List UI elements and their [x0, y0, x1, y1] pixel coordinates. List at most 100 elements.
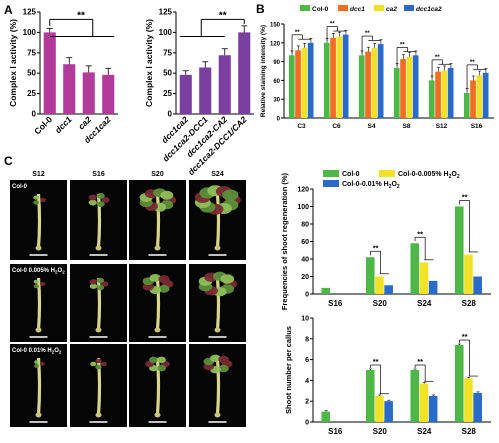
photo-leaf-1-2-1: [158, 285, 170, 293]
photo-leaf-1-1-0: [101, 281, 109, 287]
b-bar-1-1: [330, 37, 336, 118]
a1-ytick-label-4: 100: [23, 28, 37, 37]
photo-base-1-1: [95, 327, 102, 333]
photo-stem-0-1: [96, 193, 102, 249]
b-bar-2-0: [358, 55, 365, 118]
photo-leaf-1-1-3: [89, 279, 98, 285]
b-bar-0-1: [295, 50, 301, 118]
photo-col-label-0: S12: [32, 171, 45, 178]
c1-ytick-label-3: 60: [301, 239, 309, 246]
c-legend-label-2: Col-0-0.01% H2O2: [342, 181, 400, 190]
photo-leaf-2-2-1: [156, 365, 166, 372]
photo-leaf-1-1-1: [96, 284, 105, 291]
c2-sig-label-1: **: [373, 357, 379, 366]
a2-ytick-label-1: 25: [163, 89, 172, 98]
photo-leaf-0-1-3: [88, 194, 97, 201]
b-legend-swatch-3: [404, 5, 414, 11]
panel-letter-b: B: [256, 2, 265, 16]
c2-bar-2-0: [410, 370, 420, 422]
b-legend-label-3: dcc1ca2: [416, 6, 442, 13]
b-sig-label-3: **: [400, 42, 405, 48]
photo-base-2-0: [35, 412, 42, 418]
photo-leaf-1-2-5: [149, 273, 161, 282]
a1-bar-0: [43, 32, 56, 114]
photo-stem-1-2: [155, 277, 161, 331]
c2-bar-3-2: [473, 392, 482, 422]
c2-ytick-label-4: 8: [305, 336, 309, 343]
b-bar-1-2: [336, 36, 343, 118]
photo-leaf-2-3-3: [203, 362, 215, 371]
photo-leaf-1-2-6: [158, 275, 170, 283]
b-ytick-label-0: 0: [277, 117, 281, 123]
photo-col-label-1: S16: [92, 171, 105, 178]
b-legend-label-2: ca2: [386, 6, 397, 13]
photo-base-2-2: [154, 412, 161, 418]
b-sig-label-0: **: [295, 30, 300, 36]
b-bar-3-3: [412, 55, 419, 118]
b-xlabel-2: S4: [368, 123, 376, 130]
c2-ylabel: Shoot number per callus: [284, 326, 293, 414]
photo-leaf-1-0-0: [39, 282, 46, 286]
photo-leaf-0-0-0: [40, 197, 46, 203]
photo-leaf-0-0-1: [33, 200, 40, 205]
photo-leaf-2-2-5: [156, 356, 166, 363]
b-ylabel: Relative staining intensity (%): [260, 25, 267, 117]
c2-bar-1-1: [375, 396, 384, 422]
b-sig-label-2: **: [365, 31, 370, 37]
photo-leaf-0-1-2: [88, 199, 97, 206]
b-sig-label-4: **: [435, 55, 440, 61]
plant-photo-grid: S12 S16 S20 S24 Col-0 Col-0 0.005% H2O2 Col-0 …: [10, 171, 246, 427]
photo-row-label-0: Col-0: [12, 184, 28, 190]
photo-leaf-2-2-4: [149, 356, 159, 363]
c-legend-swatch-0: [323, 170, 339, 177]
b-bar-5-2: [476, 75, 483, 118]
c1-ytick-label-2: 40: [301, 257, 309, 264]
c1-bar-3-0: [454, 206, 464, 294]
b-legend-swatch-1: [338, 5, 348, 11]
b-bar-2-2: [371, 47, 378, 118]
c1-bar-3-2: [473, 276, 482, 294]
b-bar-4-1: [435, 71, 441, 118]
photo-base-2-1: [95, 412, 102, 418]
b-xlabel-0: C3: [297, 123, 306, 130]
c2-bar-0-0: [321, 411, 331, 422]
c1-bar-1-0: [365, 257, 375, 294]
photo-row-label-2: Col-0 0.01% H2O2: [12, 348, 62, 355]
a1-ylabel: Complex I activity (%): [8, 19, 18, 107]
photo-leaf-0-1-4: [96, 192, 105, 199]
photo-leaf-0-3-10: [222, 189, 239, 201]
c1-sig-label-3: **: [462, 193, 468, 202]
c1-ytick-label-0: 0: [305, 292, 309, 299]
b-bar-3-2: [406, 56, 413, 118]
c2-xlabel-2: S24: [417, 427, 432, 436]
photo-leaf-0-1-0: [101, 197, 110, 203]
b-bar-4-2: [441, 70, 448, 118]
photo-leaf-2-0-0: [39, 362, 45, 366]
photo-stem-0-3: [215, 193, 221, 249]
c-legend-swatch-1: [379, 170, 395, 177]
photo-leaf-2-3-1: [218, 364, 229, 373]
photo-leaf-2-1-3: [95, 358, 102, 364]
photo-stem-0-2: [155, 193, 161, 249]
c1-ytick-label-1: 20: [301, 274, 309, 281]
photo-leaf-0-1-1: [96, 201, 105, 208]
c2-bar-2-1: [419, 383, 429, 422]
a2-ylabel: Complex I activity (%): [144, 19, 154, 107]
b-legend-swatch-0: [300, 5, 310, 11]
photo-base-0-1: [95, 245, 102, 251]
c1-xlabel-2: S24: [417, 299, 432, 308]
b-sig-label-5: **: [470, 60, 475, 66]
b-ytick-label-5: 150: [270, 23, 281, 29]
c1-ytick-label-6: 120: [297, 187, 309, 194]
photo-base-1-3: [214, 327, 221, 333]
b-legend-label-0: Col-0: [312, 6, 329, 13]
c2-sig-label-2: **: [417, 357, 423, 366]
photo-base-0-0: [35, 245, 42, 251]
c2-ytick-label-0: 0: [305, 420, 309, 427]
c2-ytick-label-2: 4: [305, 378, 309, 385]
photo-leaf-1-1-4: [96, 277, 105, 284]
photo-leaf-2-1-2: [90, 361, 97, 367]
a2-bar-3: [238, 32, 251, 114]
c1-bar-2-0: [410, 243, 420, 294]
